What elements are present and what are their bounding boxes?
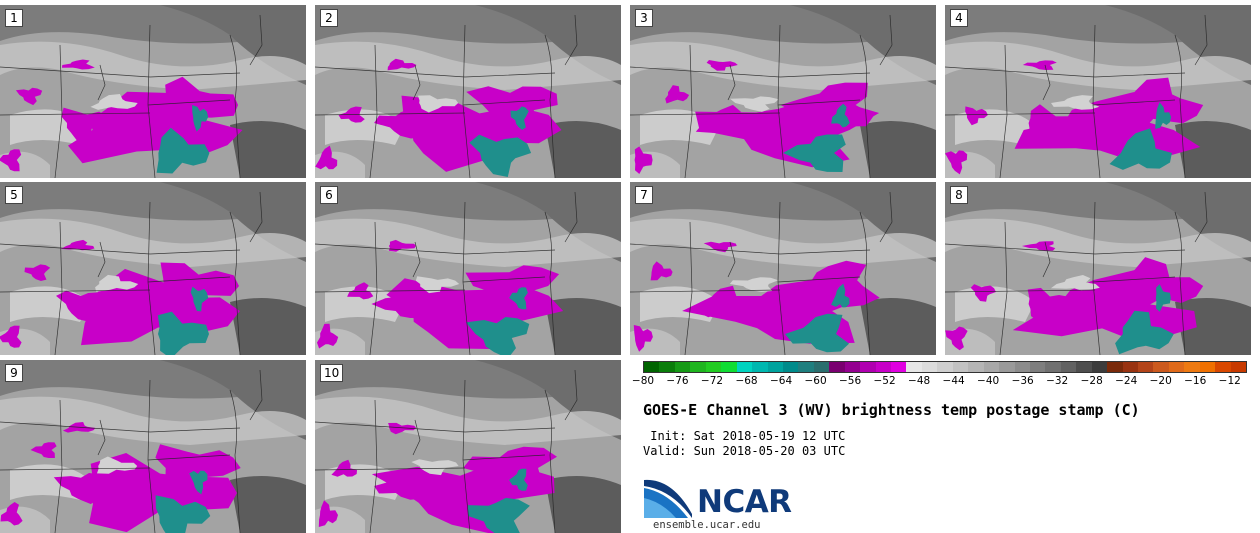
colorbar-tick-label: −16	[1184, 375, 1207, 387]
colorbar-swatch	[952, 362, 969, 372]
map-image	[315, 5, 621, 178]
colorbar-tick-label: −44	[942, 375, 965, 387]
map-image	[630, 5, 936, 178]
member-panel: 3	[630, 5, 936, 178]
member-panel: 9	[0, 360, 306, 533]
colorbar-swatch	[705, 362, 722, 372]
colorbar-swatch	[813, 362, 830, 372]
colorbar-swatch	[891, 362, 907, 372]
panel-number: 2	[320, 9, 338, 27]
panel-number: 5	[5, 186, 23, 204]
colorbar-ticks: −80 −76 −72 −68 −64 −60 −56 −52 −48 −44 −40 −36 −32−…	[632, 373, 1247, 389]
colorbar-swatch	[674, 362, 691, 372]
panel-number: 3	[635, 9, 653, 27]
colorbar-tick-label: −76	[666, 375, 689, 387]
colorbar-swatch	[1045, 362, 1061, 372]
colorbar-swatch	[721, 362, 737, 372]
colorbar-tick-label: −12	[1218, 375, 1241, 387]
colorbar-swatch	[1060, 362, 1077, 372]
colorbar-tick-label: −20	[1149, 375, 1172, 387]
colorbar-swatch	[1076, 362, 1092, 372]
panel-number: 6	[320, 186, 338, 204]
colorbar-swatch	[690, 362, 706, 372]
colorbar-swatch	[736, 362, 753, 372]
colorbar-swatch	[844, 362, 861, 372]
member-panel: 10	[315, 360, 621, 533]
product-title: GOES-E Channel 3 (WV) brightness temp po…	[643, 401, 1140, 419]
panel-number: 8	[950, 186, 968, 204]
colorbar-swatch	[829, 362, 845, 372]
map-image	[315, 360, 621, 533]
colorbar-swatch	[1029, 362, 1046, 372]
colorbar-swatch	[1168, 362, 1185, 372]
colorbar-swatch	[798, 362, 814, 372]
colorbar-swatch	[659, 362, 675, 372]
map-image	[630, 182, 936, 355]
map-image	[315, 182, 621, 355]
map-image	[0, 5, 306, 178]
colorbar-tick-label: −60	[804, 375, 827, 387]
colorbar-swatch	[1215, 362, 1231, 372]
colorbar-swatch	[1122, 362, 1138, 372]
colorbar-swatch	[1153, 362, 1169, 372]
colorbar-tick-label: −40	[977, 375, 1000, 387]
colorbar-swatch	[767, 362, 783, 372]
member-panel: 8	[945, 182, 1251, 355]
panel-number: 4	[950, 9, 968, 27]
colorbar-tick-label: −48	[908, 375, 931, 387]
ncar-logo-icon	[644, 479, 692, 518]
panel-number: 9	[5, 364, 23, 382]
colorbar-swatch	[968, 362, 984, 372]
colorbar-swatch	[782, 362, 799, 372]
colorbar	[643, 361, 1247, 373]
member-panel: 2	[315, 5, 621, 178]
map-image	[0, 182, 306, 355]
colorbar-swatch	[921, 362, 938, 372]
colorbar-tick-label: −64	[769, 375, 793, 387]
colorbar-swatch	[1199, 362, 1216, 372]
colorbar-swatch	[983, 362, 1000, 372]
colorbar-swatch	[1014, 362, 1030, 372]
member-panel: 7	[630, 182, 936, 355]
init-time: Init: Sat 2018-05-19 12 UTC	[643, 429, 846, 443]
colorbar-tick-label: −56	[838, 375, 862, 387]
colorbar-tick-label: −28	[1080, 375, 1103, 387]
colorbar-swatch	[1184, 362, 1200, 372]
colorbar-swatch	[860, 362, 876, 372]
map-image	[945, 182, 1251, 355]
colorbar-tick-label: −32	[1046, 375, 1069, 387]
colorbar-swatch	[1107, 362, 1123, 372]
member-panel: 1	[0, 5, 306, 178]
colorbar-legend: −80 −76 −72 −68 −64 −60 −56 −52 −48 −44 −40 −36 −32−…	[632, 361, 1247, 391]
valid-time: Valid: Sun 2018-05-20 03 UTC	[643, 444, 846, 458]
colorbar-swatch	[937, 362, 953, 372]
colorbar-swatch	[752, 362, 768, 372]
member-panel: 4	[945, 5, 1251, 178]
member-panel: 5	[0, 182, 306, 355]
colorbar-tick-label: −68	[735, 375, 758, 387]
member-panel: 6	[315, 182, 621, 355]
colorbar-swatch	[1138, 362, 1154, 372]
map-image	[0, 360, 306, 533]
colorbar-swatch	[999, 362, 1015, 372]
site-url: ensemble.ucar.edu	[653, 519, 761, 531]
panel-number: 10	[320, 364, 344, 382]
colorbar-swatch	[644, 362, 660, 372]
logo-text: NCAR	[697, 484, 792, 520]
colorbar-swatch	[1230, 362, 1247, 372]
colorbar-swatch	[906, 362, 922, 372]
colorbar-swatch	[1091, 362, 1108, 372]
colorbar-swatch	[875, 362, 891, 372]
map-image	[945, 5, 1251, 178]
colorbar-tick-label: −24	[1115, 375, 1138, 387]
colorbar-tick-label: −72	[700, 375, 724, 387]
panel-number: 7	[635, 186, 653, 204]
colorbar-tick-label: −36	[1011, 375, 1034, 387]
colorbar-tick-label: −52	[873, 375, 896, 387]
panel-number: 1	[5, 9, 23, 27]
colorbar-tick-label: −80	[631, 375, 655, 387]
